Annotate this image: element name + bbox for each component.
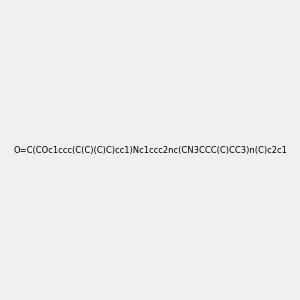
Text: O=C(COc1ccc(C(C)(C)C)cc1)Nc1ccc2nc(CN3CCC(C)CC3)n(C)c2c1: O=C(COc1ccc(C(C)(C)C)cc1)Nc1ccc2nc(CN3CC… xyxy=(13,146,287,154)
